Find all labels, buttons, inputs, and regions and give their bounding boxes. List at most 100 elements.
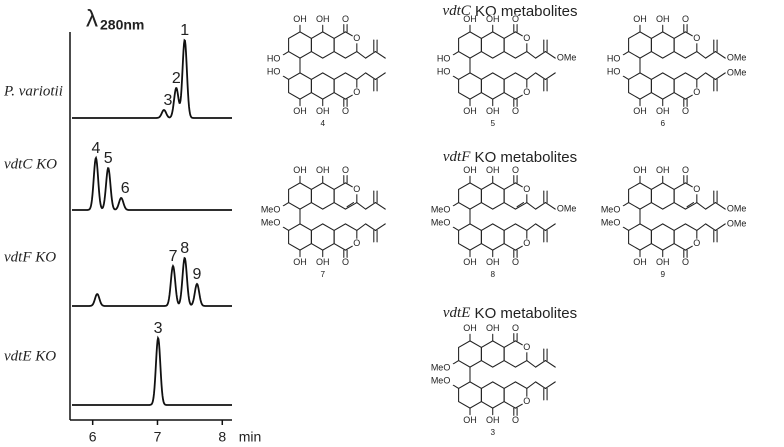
atom-label: OMe — [557, 52, 577, 62]
label-backdrop — [691, 184, 702, 195]
trace-name: vdtF KO — [4, 249, 56, 265]
section-heading: vdtC KO metabolites — [442, 3, 577, 20]
section-heading: vdtF KO metabolites — [443, 149, 577, 166]
ring — [650, 31, 675, 59]
label-backdrop — [487, 323, 498, 334]
atom-label: OMe — [727, 67, 747, 77]
atom-label: O — [512, 14, 519, 24]
atom-label: O — [693, 238, 700, 248]
label-backdrop — [521, 184, 532, 195]
label-backdrop — [635, 257, 645, 268]
label-backdrop — [445, 363, 456, 373]
x-tick-label: 8 — [218, 429, 226, 445]
atom-label: OH — [486, 415, 500, 425]
peak-label: 5 — [104, 150, 113, 167]
atom-label: MeO — [431, 362, 451, 372]
heading-text: KO metabolites — [471, 3, 578, 20]
label-backdrop — [615, 67, 626, 77]
bond — [535, 360, 546, 368]
label-backdrop — [615, 218, 626, 228]
trace — [72, 335, 232, 406]
bond — [714, 202, 726, 210]
ring — [310, 182, 335, 210]
atom-label: MeO — [261, 217, 281, 227]
gene-name: vdtE — [443, 305, 471, 321]
atom-label: O — [342, 106, 349, 116]
label-backdrop — [521, 238, 532, 249]
atom-label: OH — [463, 257, 477, 267]
ring — [458, 381, 482, 409]
atom-label: O — [682, 14, 689, 24]
label-backdrop — [521, 396, 532, 407]
label-backdrop — [680, 106, 691, 117]
atom-label: OH — [463, 165, 477, 175]
peak-label: 6 — [121, 180, 130, 197]
label-backdrop — [657, 257, 668, 268]
ring — [480, 182, 505, 210]
atom-label: OH — [633, 257, 647, 267]
label-backdrop — [317, 14, 328, 25]
label-backdrop — [275, 205, 286, 215]
label-backdrop — [351, 238, 362, 249]
atom-label: OH — [293, 257, 307, 267]
atom-label: OH — [486, 257, 500, 267]
atom-label: O — [693, 184, 700, 194]
bond — [356, 72, 367, 80]
label-backdrop — [657, 14, 668, 25]
label-backdrop — [465, 106, 475, 117]
trace-name: vdtC KO — [4, 156, 57, 172]
bond — [535, 51, 546, 59]
atom-label: O — [512, 323, 519, 333]
label-backdrop — [445, 376, 456, 386]
atom-label: OH — [486, 106, 500, 116]
gene-name: vdtF — [443, 149, 471, 165]
label-backdrop — [351, 184, 362, 195]
bond — [714, 223, 726, 231]
label-backdrop — [295, 257, 305, 268]
label-backdrop — [680, 257, 691, 268]
atom-label: OH — [656, 257, 670, 267]
bond — [696, 202, 707, 210]
atom-label: OMe — [727, 218, 747, 228]
label-backdrop — [317, 257, 328, 268]
bond — [544, 202, 556, 210]
label-backdrop — [510, 106, 521, 117]
ring — [458, 31, 482, 59]
peak-label: 7 — [169, 248, 178, 265]
label-backdrop — [275, 54, 286, 64]
atom-label: O — [523, 238, 530, 248]
label-backdrop — [657, 165, 668, 176]
label-backdrop — [465, 323, 475, 334]
bond — [686, 202, 695, 208]
bond — [705, 202, 716, 210]
atom-label: OH — [316, 106, 330, 116]
ring — [288, 31, 312, 59]
trace — [72, 38, 232, 119]
atom-label: O — [523, 33, 530, 43]
atom-label: OH — [633, 165, 647, 175]
label-backdrop — [521, 87, 532, 98]
atom-label: OH — [633, 14, 647, 24]
atom-label: OH — [463, 323, 477, 333]
ring — [628, 72, 652, 100]
atom-label: MeO — [431, 204, 451, 214]
bond — [374, 223, 386, 231]
label-backdrop — [340, 14, 351, 25]
atom-label: O — [682, 165, 689, 175]
label-backdrop — [445, 67, 456, 77]
label-backdrop — [295, 14, 305, 25]
label-backdrop — [465, 14, 475, 25]
bond — [535, 381, 546, 389]
label-backdrop — [465, 257, 475, 268]
atom-label: OH — [463, 14, 477, 24]
atom-label: O — [353, 87, 360, 97]
atom-label: OH — [316, 257, 330, 267]
atom-label: O — [682, 106, 689, 116]
peak-label: 8 — [180, 240, 189, 257]
atom-label: HO — [607, 66, 621, 76]
bond — [705, 223, 716, 231]
atom-label: O — [523, 396, 530, 406]
